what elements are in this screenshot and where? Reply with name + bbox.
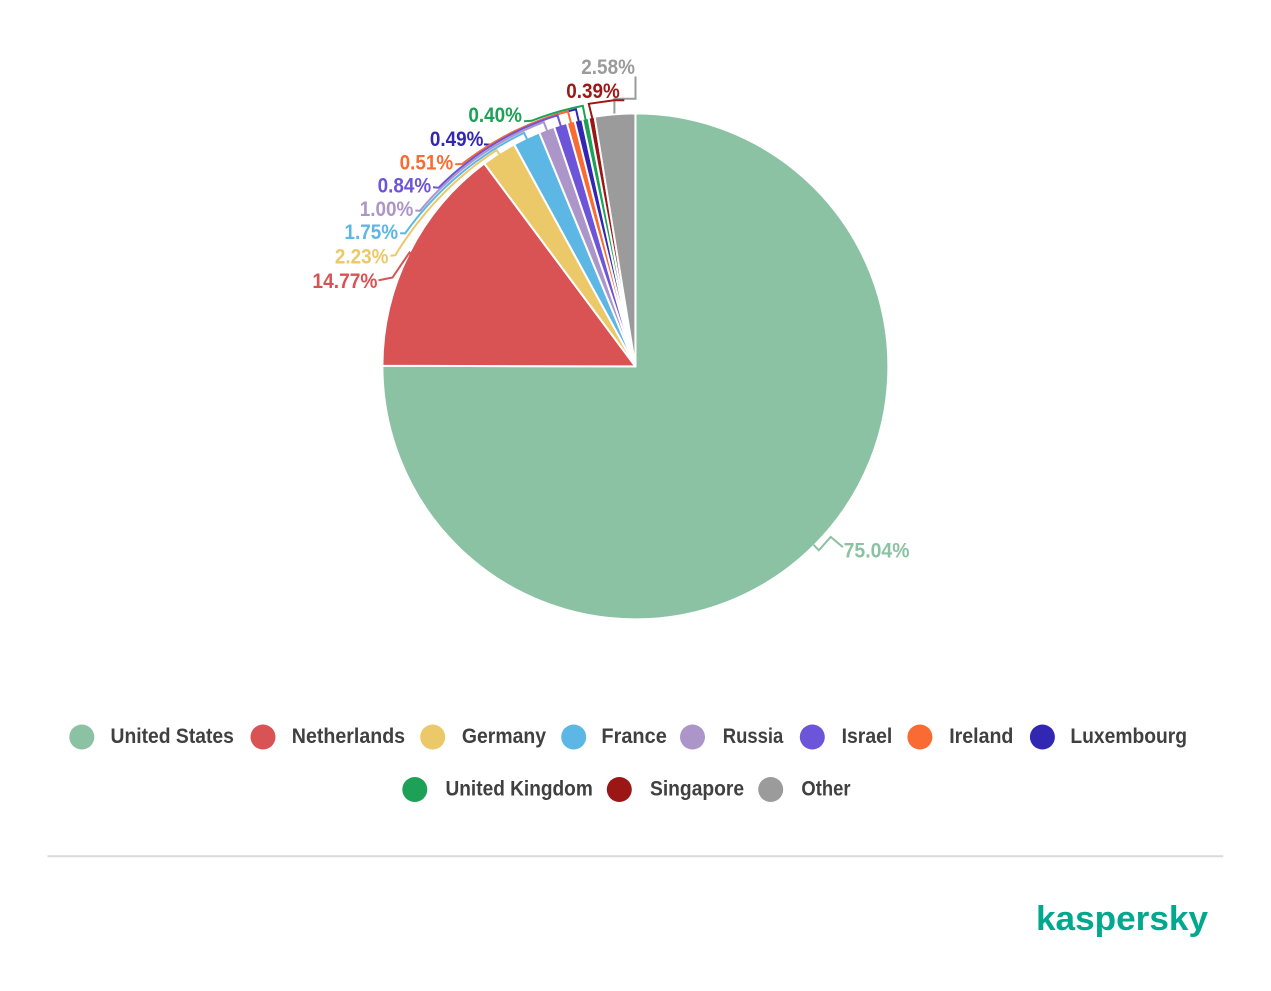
svg-text:France: France	[601, 725, 666, 748]
svg-text:2.58%: 2.58%	[581, 55, 635, 79]
svg-text:Ireland: Ireland	[949, 725, 1013, 748]
svg-text:1.75%: 1.75%	[345, 220, 399, 244]
svg-text:United Kingdom: United Kingdom	[446, 778, 593, 801]
svg-text:Russia: Russia	[723, 725, 784, 748]
svg-text:0.39%: 0.39%	[566, 79, 620, 103]
svg-text:2.23%: 2.23%	[335, 244, 389, 268]
svg-text:0.84%: 0.84%	[378, 174, 432, 198]
svg-text:Netherlands: Netherlands	[292, 725, 405, 748]
svg-text:Israel: Israel	[842, 725, 893, 748]
svg-text:1.00%: 1.00%	[360, 197, 414, 221]
svg-text:Other: Other	[801, 778, 850, 801]
svg-text:0.40%: 0.40%	[468, 103, 522, 127]
svg-text:Singapore: Singapore	[650, 778, 744, 801]
svg-text:Germany: Germany	[462, 725, 546, 748]
svg-text:kaspersky: kaspersky	[1036, 900, 1208, 938]
svg-text:75.04%: 75.04%	[844, 539, 910, 563]
svg-text:0.49%: 0.49%	[430, 127, 484, 151]
svg-text:United States: United States	[111, 725, 234, 748]
svg-text:14.77%: 14.77%	[312, 269, 377, 293]
svg-text:Luxembourg: Luxembourg	[1070, 725, 1187, 748]
svg-text:0.51%: 0.51%	[400, 151, 454, 175]
